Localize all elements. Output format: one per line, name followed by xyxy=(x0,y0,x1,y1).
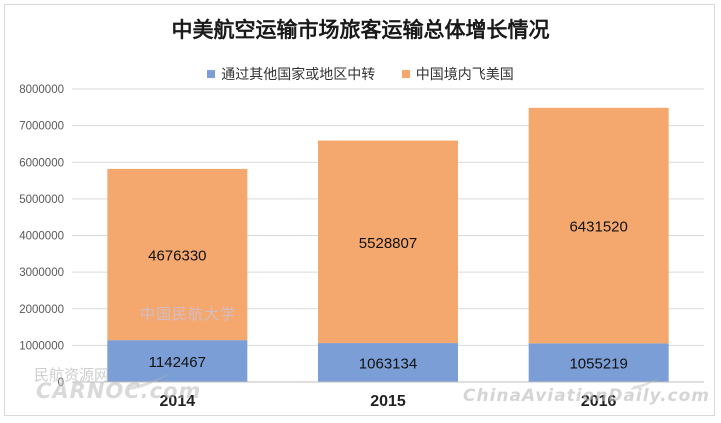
legend-label-transfer: 通过其他国家或地区中转 xyxy=(221,67,376,83)
y-tick-label-6: 6000000 xyxy=(19,157,64,169)
data-label-2015-series-0: 1063134 xyxy=(359,356,417,373)
legend-label-direct: 中国境内飞美国 xyxy=(415,67,514,83)
bar-2016-series-0 xyxy=(528,343,669,382)
y-tick-label-4: 4000000 xyxy=(19,231,64,243)
bar-2015-series-0 xyxy=(318,343,458,382)
x-tick-label-2016: 2016 xyxy=(581,393,617,410)
y-tick-label-7: 7000000 xyxy=(19,121,64,133)
y-tick-label-5: 5000000 xyxy=(19,194,64,206)
chart-title: 中美航空运输市场旅客运输总体增长情况 xyxy=(171,18,550,42)
legend-swatch-transfer xyxy=(207,70,216,78)
legend: 通过其他国家或地区中转 中国境内飞美国 xyxy=(0,64,721,84)
bar-2014-series-1 xyxy=(107,168,248,341)
data-label-2015-series-1: 5528807 xyxy=(359,235,417,252)
legend-swatch-direct xyxy=(401,70,410,78)
legend-entry-direct: 中国境内飞美国 xyxy=(401,64,514,84)
legend-entry-transfer: 通过其他国家或地区中转 xyxy=(207,64,375,84)
bar-2015-series-1 xyxy=(318,140,458,344)
y-tick-label-2: 2000000 xyxy=(19,304,64,316)
y-tick-label-1: 1000000 xyxy=(19,340,64,352)
data-label-2014-series-0: 1142467 xyxy=(149,354,206,371)
y-tick-label-0: 0 xyxy=(58,377,64,389)
data-label-2016-series-0: 1055219 xyxy=(569,356,627,373)
bar-2016-series-1 xyxy=(528,107,669,344)
y-tick-label-8: 8000000 xyxy=(19,84,64,96)
x-tick-label-2015: 2015 xyxy=(370,393,406,410)
bar-2014-series-0 xyxy=(107,340,248,382)
data-label-2016-series-1: 6431520 xyxy=(569,219,627,236)
y-tick-label-3: 3000000 xyxy=(19,267,64,279)
data-label-2014-series-1: 4676330 xyxy=(148,248,206,265)
x-tick-label-2014: 2014 xyxy=(160,393,196,410)
